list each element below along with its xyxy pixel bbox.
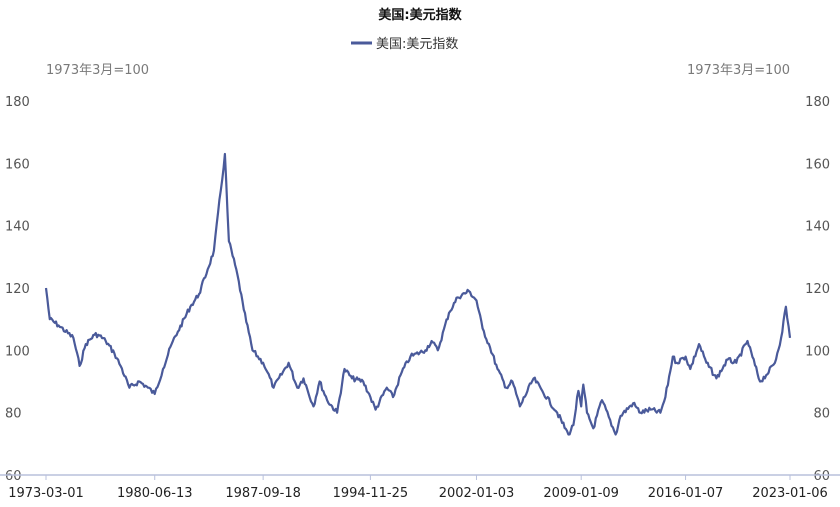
y-tick-label-right: 60 (813, 469, 830, 484)
y-tick-label-right: 180 (805, 95, 830, 110)
x-tick-label: 1973-03-01 (8, 486, 84, 501)
right-axis-unit: 1973年3月=100 (687, 63, 790, 78)
y-tick-label-left: 80 (5, 407, 22, 422)
legend: 美国:美元指数 (351, 37, 458, 52)
y-tick-label-left: 180 (5, 95, 30, 110)
x-tick-label: 2016-01-07 (648, 486, 724, 501)
x-tick-label: 1980-06-13 (117, 486, 193, 501)
left-axis-unit: 1973年3月=100 (46, 63, 149, 78)
y-axis-left: 60 80 100 120 140 160 180 (5, 95, 30, 484)
y-tick-label-right: 160 (805, 157, 830, 172)
y-tick-label-left: 140 (5, 220, 30, 235)
y-tick-label-right: 80 (813, 407, 830, 422)
y-tick-label-right: 140 (805, 220, 830, 235)
x-tick-label: 2009-01-09 (543, 486, 619, 501)
legend-label: 美国:美元指数 (376, 37, 458, 52)
y-tick-label-right: 120 (805, 282, 830, 297)
x-axis: 1973-03-01 1980-06-13 1987-09-18 1994-11-25… (8, 475, 828, 501)
y-axis-right: 60 80 100 120 140 160 180 (805, 95, 830, 484)
x-tick-label: 2002-01-03 (439, 486, 515, 501)
y-tick-label-left: 160 (5, 157, 30, 172)
x-tick-label: 2023-01-06 (752, 486, 828, 501)
x-tick-label: 1994-11-25 (333, 486, 409, 501)
y-tick-label-left: 60 (5, 469, 22, 484)
chart-title: 美国:美元指数 (378, 7, 462, 23)
series-line-dollar-index (44, 152, 792, 436)
y-tick-label-left: 100 (5, 344, 30, 359)
y-tick-label-right: 100 (805, 344, 830, 359)
y-tick-label-left: 120 (5, 282, 30, 297)
x-tick-label: 1987-09-18 (225, 486, 301, 501)
